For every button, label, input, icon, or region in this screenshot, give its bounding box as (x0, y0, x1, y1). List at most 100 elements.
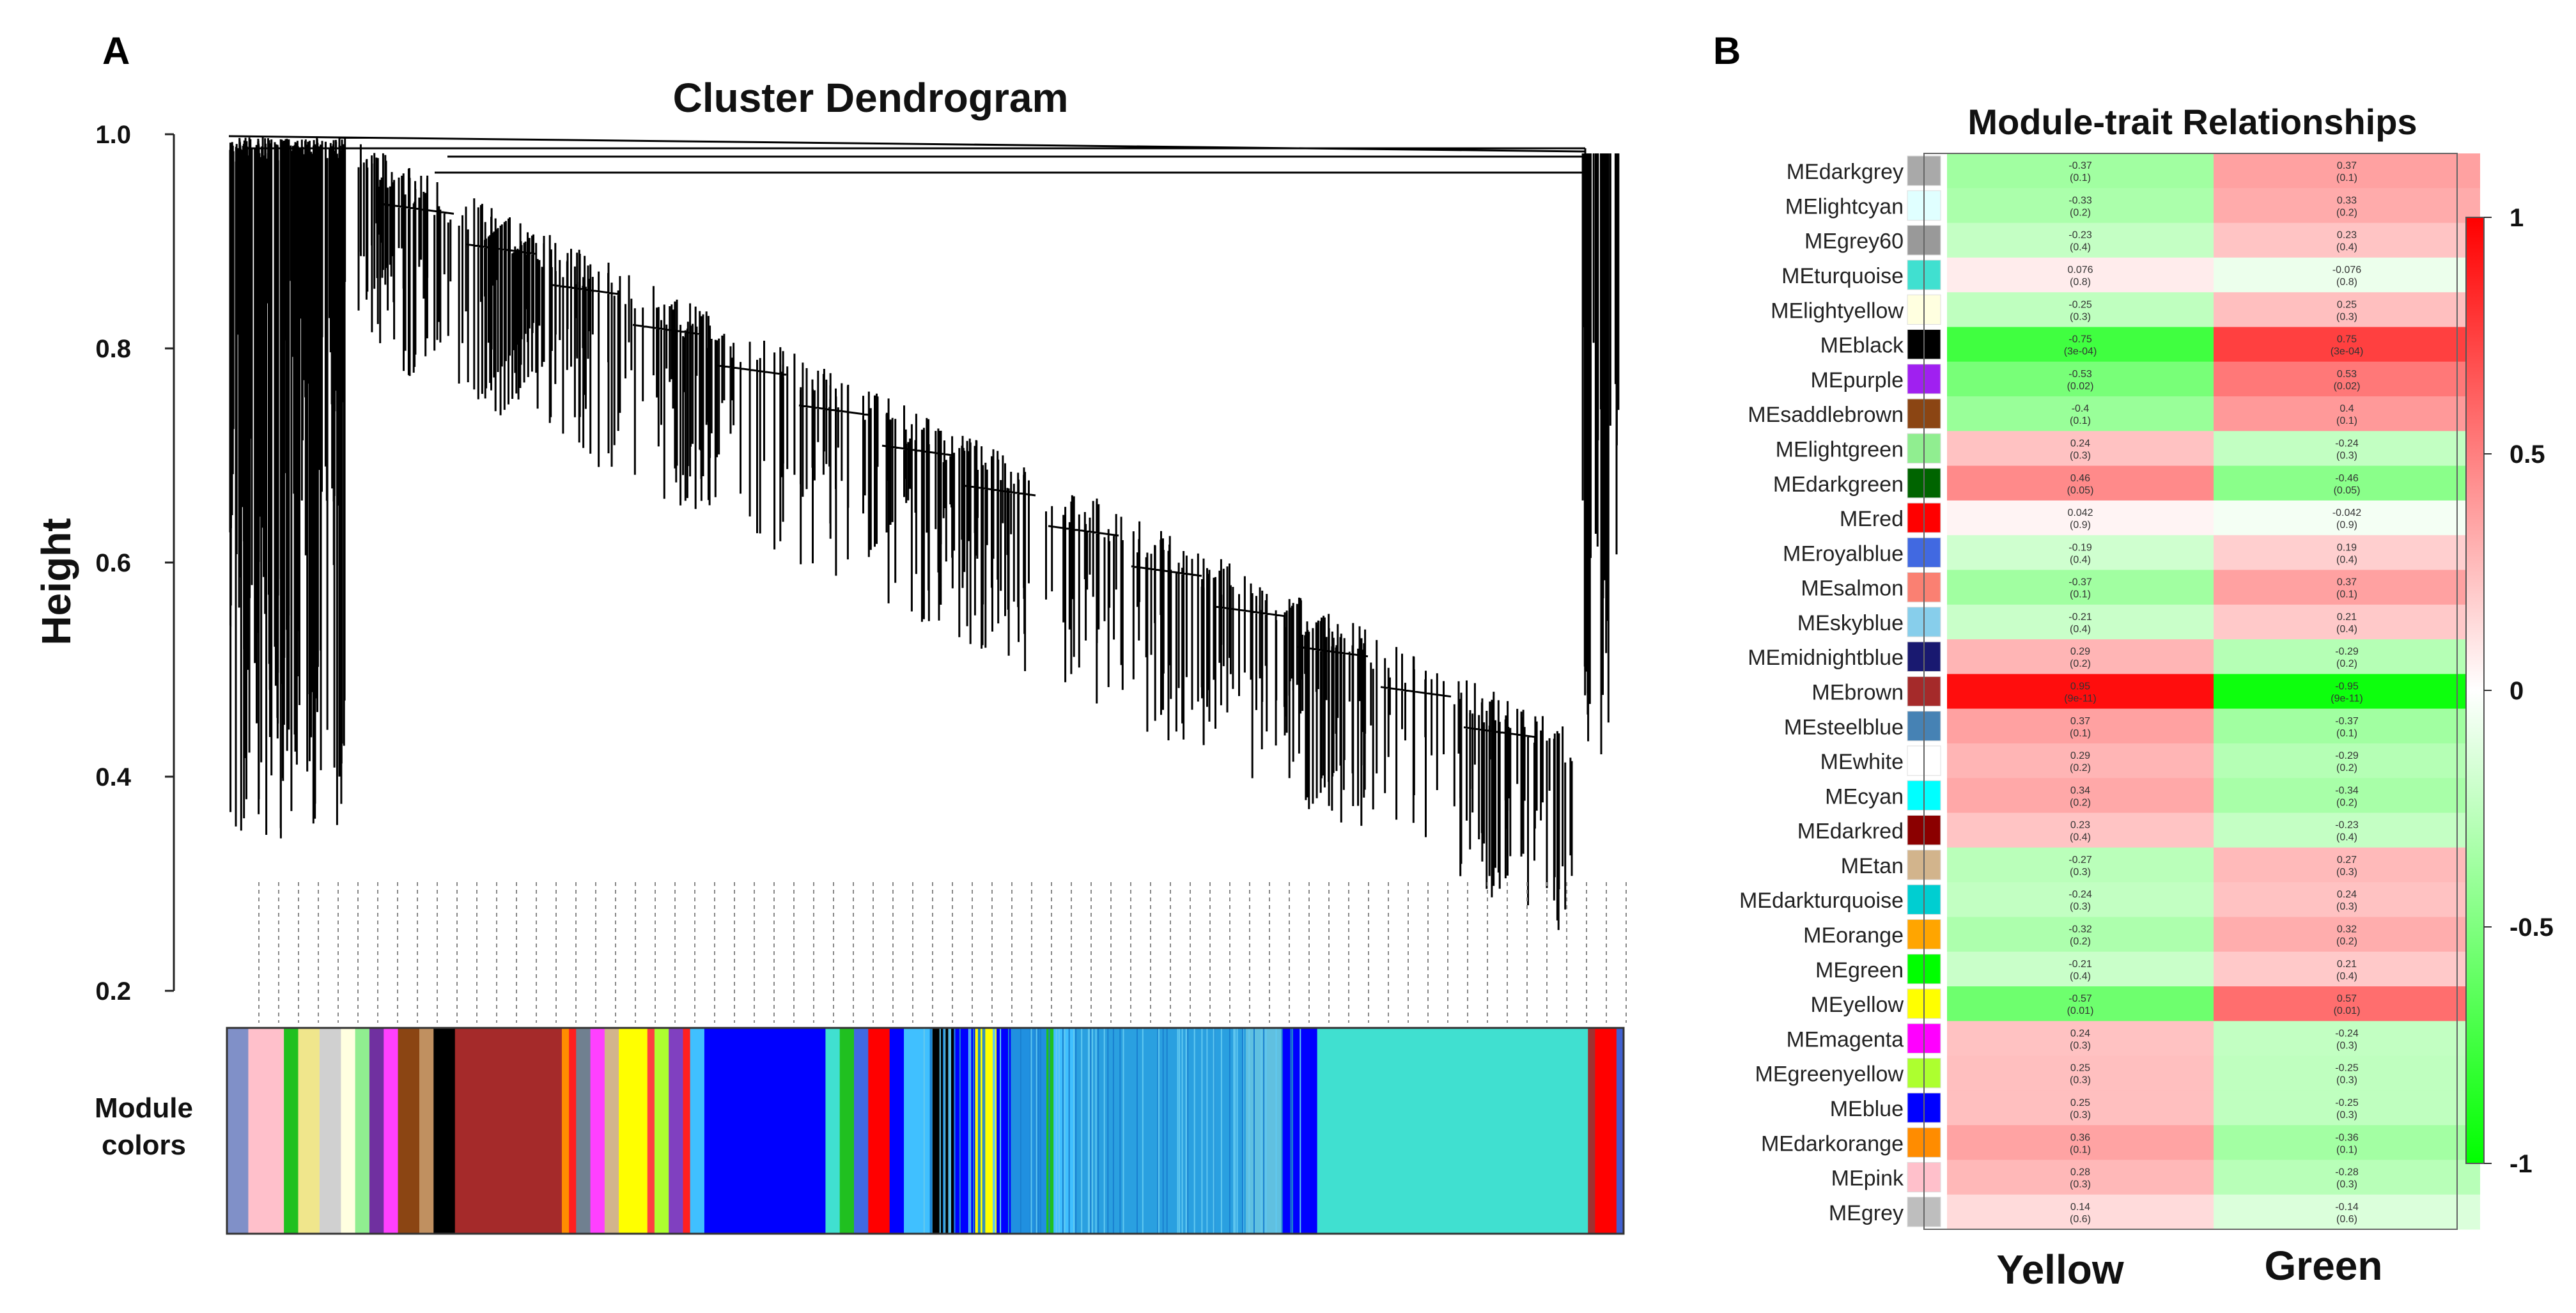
cell-pvalue: (0.2) (2336, 797, 2357, 808)
module-color-block (704, 1028, 826, 1234)
colorbar-tick-label: 1 (2510, 204, 2524, 232)
cell-pvalue: (0.1) (2070, 416, 2091, 426)
module-streak (1091, 1028, 1093, 1234)
cell-pvalue: (0.2) (2070, 658, 2091, 669)
cell-correlation: -0.53 (2068, 369, 2092, 380)
heatmap-panel: Module-trait Relationships MEdarkgrey -0.… (1739, 102, 2554, 1293)
cell-pvalue: (0.4) (2336, 832, 2357, 843)
cell-correlation: -0.37 (2068, 577, 2092, 588)
cell-correlation: -0.34 (2335, 785, 2359, 796)
cell-correlation: -0.36 (2335, 1132, 2359, 1143)
cell-pvalue: (0.9) (2070, 520, 2091, 531)
module-color-block (619, 1028, 648, 1234)
module-streak (1008, 1028, 1009, 1234)
cell-pvalue: (0.2) (2336, 763, 2357, 773)
module-colors-label-line1: Module (95, 1092, 193, 1124)
module-streak (1185, 1028, 1187, 1234)
heatmap-cell (1947, 465, 2214, 501)
module-streak (1030, 1028, 1031, 1234)
module-streak (1064, 1028, 1066, 1234)
module-color-block (825, 1028, 841, 1234)
heatmap-row-label: MEdarkturquoise (1739, 889, 1904, 913)
cell-pvalue: (0.3) (2336, 311, 2357, 322)
module-color-block (904, 1028, 933, 1234)
cell-correlation: 0.46 (2070, 473, 2090, 484)
cell-correlation: 0.28 (2070, 1167, 2090, 1178)
module-streak (1095, 1028, 1097, 1234)
y-tick-label: 1.0 (95, 121, 131, 149)
heatmap-cell (1947, 812, 2214, 848)
module-streak (1062, 1028, 1064, 1234)
heatmap-cell (2214, 778, 2480, 813)
heatmap-row-label: MEyellow (1811, 993, 1904, 1017)
cell-pvalue: (0.1) (2070, 589, 2091, 600)
cell-pvalue: (0.4) (2336, 971, 2357, 982)
cell-correlation: -0.21 (2068, 959, 2092, 970)
heatmap-cell (1947, 396, 2214, 431)
y-tick-label: 0.4 (95, 763, 131, 791)
colorbar-gradient (2465, 217, 2485, 1164)
heatmap-cell (1947, 292, 2214, 327)
module-streak (1206, 1028, 1208, 1234)
cell-correlation: 0.23 (2070, 820, 2090, 831)
module-streak (1090, 1028, 1092, 1234)
cell-pvalue: (0.9) (2336, 520, 2357, 531)
cell-pvalue: (0.4) (2070, 554, 2091, 565)
module-streak (943, 1028, 944, 1234)
module-streak (1265, 1028, 1267, 1234)
module-streak (1030, 1028, 1032, 1234)
module-streak (1261, 1028, 1262, 1234)
cell-correlation: 0.25 (2070, 1063, 2090, 1074)
heatmap-cell (2214, 188, 2480, 224)
module-color-block (369, 1028, 384, 1234)
module-color-block (419, 1028, 434, 1234)
cell-pvalue: (0.4) (2070, 624, 2091, 635)
dendrogram-tree (228, 135, 1627, 1023)
heatmap-row-label: MEdarkorange (1761, 1131, 1904, 1156)
heatmap-cell (1947, 257, 2214, 293)
cell-pvalue: (0.3) (2336, 1040, 2357, 1051)
heatmap-rows: MEdarkgrey -0.37(0.1)0.37(0.1)MElightcyan… (1739, 153, 2480, 1230)
heatmap-cell (1947, 327, 2214, 362)
colorbar-tick-label: -1 (2510, 1150, 2533, 1178)
cell-correlation: 0.24 (2070, 1028, 2090, 1039)
cell-correlation: 0.57 (2337, 993, 2357, 1004)
heatmap-cell (1947, 847, 2214, 883)
cell-correlation: 0.33 (2337, 195, 2357, 206)
panel-b-label: B (1713, 29, 1741, 72)
module-color-block (590, 1028, 605, 1234)
module-color-block (1317, 1028, 1588, 1234)
cell-pvalue: (0.8) (2336, 277, 2357, 288)
module-streak (1275, 1028, 1277, 1234)
cell-correlation: -0.25 (2335, 1063, 2359, 1074)
cell-correlation: 0.27 (2337, 855, 2357, 866)
heatmap-row-label: MEsteelblue (1784, 715, 1904, 740)
module-streak (1098, 1028, 1099, 1234)
module-streak (978, 1028, 980, 1234)
module-color-block (341, 1028, 356, 1234)
heatmap-row-label: MEpurple (1810, 368, 1904, 392)
cell-pvalue: (0.2) (2336, 936, 2357, 947)
module-streak (1157, 1028, 1159, 1234)
heatmap-cell (1947, 1125, 2214, 1160)
module-color-block (669, 1028, 684, 1234)
cell-pvalue: (0.3) (2070, 867, 2091, 878)
cell-pvalue: (0.02) (2334, 381, 2361, 392)
module-streak (1263, 1028, 1265, 1234)
module-streak (1162, 1028, 1164, 1234)
module-streak (1081, 1028, 1083, 1234)
cell-pvalue: (0.1) (2070, 1144, 2091, 1155)
cell-pvalue: (0.6) (2070, 1214, 2091, 1225)
module-streak (944, 1028, 946, 1234)
module-streak (982, 1028, 984, 1234)
module-streak (973, 1028, 975, 1234)
heatmap-row-label: MEred (1840, 507, 1904, 531)
module-streak (979, 1028, 981, 1234)
heatmap-row-label: MEbrown (1812, 681, 1904, 705)
module-streak (1236, 1028, 1238, 1234)
module-color-block (227, 1028, 249, 1234)
cell-pvalue: (0.3) (2070, 1179, 2091, 1190)
module-streak (1193, 1028, 1195, 1234)
heatmap-cell (1947, 1055, 2214, 1091)
module-color-block (569, 1028, 577, 1234)
